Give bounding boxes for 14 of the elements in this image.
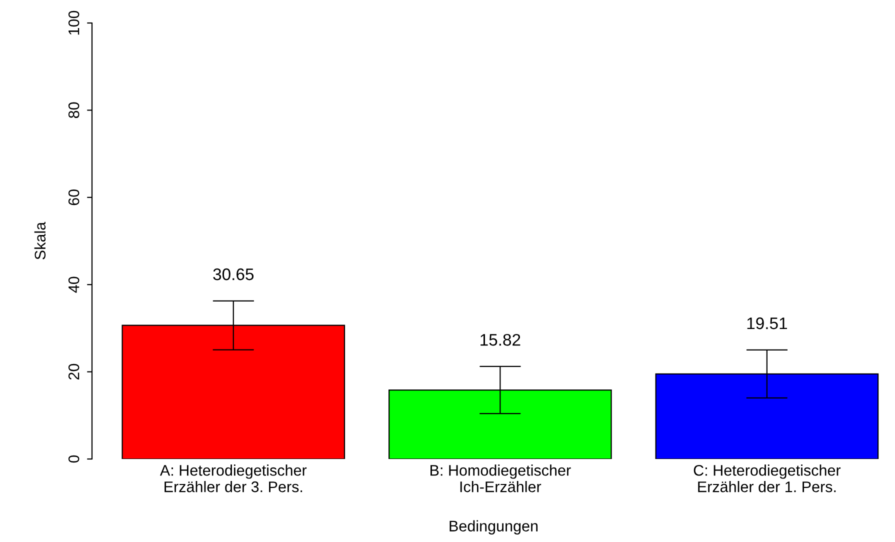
x-tick-label: A: Heterodiegetischer Erzähler der 3. Pers. — [160, 464, 307, 492]
x-tick-label: C: Heterodiegetischer Erzähler der 1. Pers. — [694, 464, 841, 492]
y-tick-label: 40 — [68, 276, 80, 293]
x-tick-label: B: Homodiegetischer Ich-Erzähler — [430, 464, 571, 492]
y-tick-label: 0 — [68, 455, 80, 463]
y-tick-label: 80 — [68, 102, 80, 118]
data-label: 30.65 — [213, 268, 254, 280]
y-tick-label: 100 — [68, 10, 80, 35]
y-tick-label: 20 — [68, 364, 80, 380]
y-tick-label: 60 — [68, 190, 80, 206]
data-label: 15.82 — [480, 334, 520, 346]
y-axis-title: Skala — [34, 222, 46, 260]
data-label: 19.51 — [747, 317, 787, 330]
x-axis-title: Bedingungen — [450, 520, 538, 534]
